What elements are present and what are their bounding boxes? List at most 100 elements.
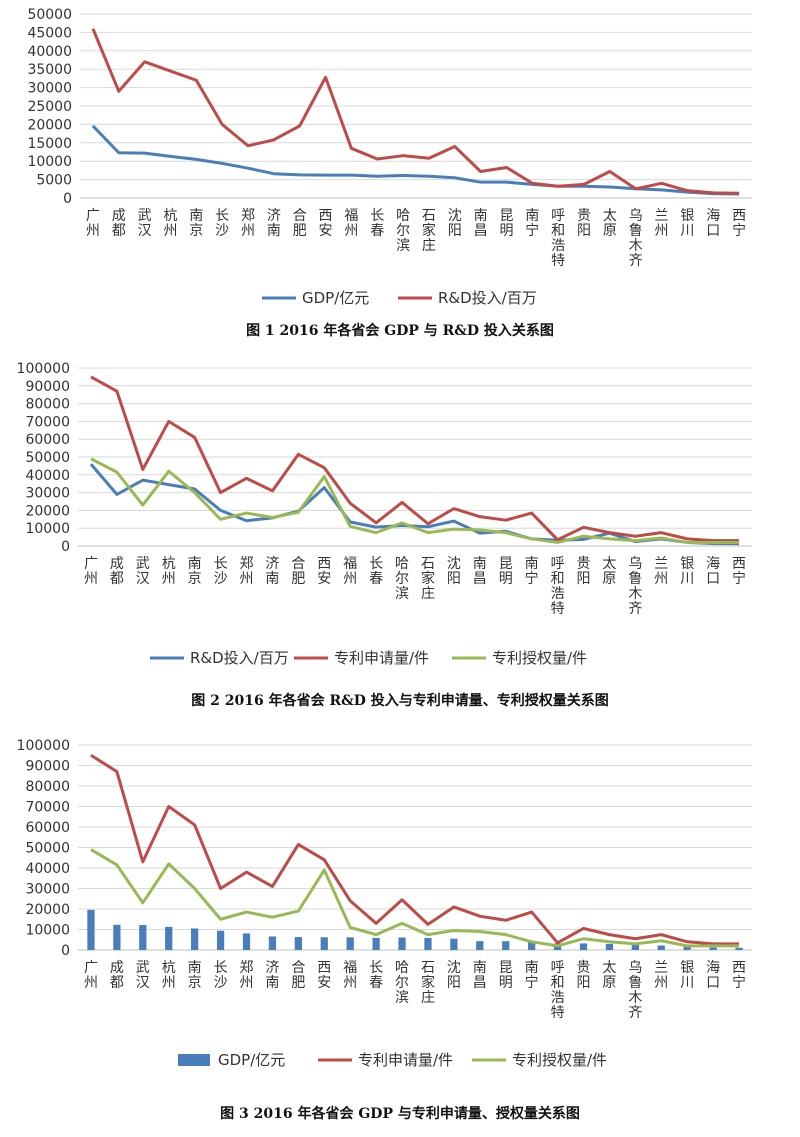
x-tick-label: 呼和浩特 xyxy=(551,556,565,617)
bar-GDP/亿元 xyxy=(139,924,147,950)
bar-GDP/亿元 xyxy=(476,941,484,950)
x-tick-label: 南昌 xyxy=(473,960,487,991)
bar-GDP/亿元 xyxy=(657,945,665,950)
y-tick-label: 10000 xyxy=(27,154,72,170)
bar-GDP/亿元 xyxy=(528,942,536,950)
bar-GDP/亿元 xyxy=(165,926,173,950)
x-tick-label: 南京 xyxy=(189,208,203,239)
bar-GDP/亿元 xyxy=(735,947,743,950)
x-tick-label: 长沙 xyxy=(214,960,228,991)
bar-GDP/亿元 xyxy=(87,909,95,950)
x-tick-label: 乌鲁木齐 xyxy=(628,960,642,1021)
y-tick-label: 30000 xyxy=(25,486,70,502)
y-tick-label: 40000 xyxy=(25,468,70,484)
x-tick-label: 昆明 xyxy=(499,960,513,991)
chart-1: 0 5000 10000 15000 20000 25000 30000 35000 40000… xyxy=(0,0,800,312)
chart-1-svg: 0 5000 10000 15000 20000 25000 30000 35000 40000… xyxy=(27,7,752,307)
x-tick-label: 哈尔滨 xyxy=(395,556,409,602)
x-tick-label: 海口 xyxy=(706,960,720,991)
bar-GDP/亿元 xyxy=(450,938,458,950)
x-tick-label: 兰州 xyxy=(654,556,668,587)
x-tick-label: 成都 xyxy=(110,960,124,991)
y-tick-label: 100000 xyxy=(17,738,70,754)
series-line xyxy=(91,28,740,195)
x-tick-label: 银川 xyxy=(680,960,694,991)
y-tick-label: 80000 xyxy=(25,779,70,795)
bar-GDP/亿元 xyxy=(683,946,691,950)
series-line xyxy=(90,375,740,543)
bar-GDP/亿元 xyxy=(424,937,432,950)
y-tick-label: 20000 xyxy=(27,117,72,133)
series-line xyxy=(90,848,740,948)
x-tick-label: 济南 xyxy=(265,556,279,587)
x-tick-label: 西宁 xyxy=(732,556,746,587)
y-tick-label: 90000 xyxy=(25,759,70,775)
x-tick-label: 呼和浩特 xyxy=(551,208,565,269)
x-tick-label: 福州 xyxy=(343,960,357,991)
bar-GDP/亿元 xyxy=(372,937,380,950)
y-tick-label: 40000 xyxy=(25,861,70,877)
x-tick-label: 广州 xyxy=(84,960,98,991)
bar-GDP/亿元 xyxy=(346,937,354,950)
x-tick-label: 兰州 xyxy=(654,960,668,991)
x-tick-label: 西安 xyxy=(319,208,333,239)
x-tick-label: 武汉 xyxy=(136,960,150,991)
x-tick-label: 广州 xyxy=(86,208,100,239)
y-tick-label: 100000 xyxy=(17,361,70,377)
bar-GDP/亿元 xyxy=(709,947,717,950)
x-tick-label: 兰州 xyxy=(655,208,669,239)
legend-label: GDP/亿元 xyxy=(218,1051,285,1069)
y-tick-label: 20000 xyxy=(25,902,70,918)
y-tick-label: 50000 xyxy=(27,7,72,23)
bar-GDP/亿元 xyxy=(502,941,510,950)
x-tick-label: 济南 xyxy=(267,208,281,239)
x-tick-label: 海口 xyxy=(706,556,720,587)
y-tick-label: 10000 xyxy=(25,923,70,939)
x-tick-label: 银川 xyxy=(680,208,694,239)
x-tick-label: 成都 xyxy=(112,208,126,239)
legend-label: R&D投入/百万 xyxy=(438,289,537,307)
x-tick-label: 呼和浩特 xyxy=(551,960,565,1021)
y-tick-label: 50000 xyxy=(25,841,70,857)
bar-GDP/亿元 xyxy=(216,930,225,950)
y-tick-label: 25000 xyxy=(27,99,72,115)
x-tick-label: 合肥 xyxy=(291,556,305,587)
x-tick-label: 太原 xyxy=(602,556,616,587)
y-tick-label: 45000 xyxy=(27,25,72,41)
x-tick-label: 郑州 xyxy=(240,556,254,587)
y-tick-label: 0 xyxy=(63,191,72,207)
chart-3-caption: 图 3 2016 年各省会 GDP 与专利申请量、授权量关系图 xyxy=(220,1106,580,1122)
bar-GDP/亿元 xyxy=(242,933,251,950)
x-tick-label: 南京 xyxy=(188,556,202,587)
x-tick-label: 成都 xyxy=(110,556,124,587)
bar-GDP/亿元 xyxy=(631,944,639,950)
x-tick-label: 昆明 xyxy=(499,556,513,587)
x-tick-label: 昆明 xyxy=(499,208,513,239)
legend-label: 专利授权量/件 xyxy=(512,1051,607,1069)
x-tick-label: 南昌 xyxy=(474,208,488,239)
x-tick-label: 银川 xyxy=(680,556,694,587)
x-tick-label: 乌鲁木齐 xyxy=(629,208,643,269)
x-tick-label: 哈尔滨 xyxy=(396,208,410,254)
series-line xyxy=(89,463,740,546)
x-tick-label: 太原 xyxy=(603,208,617,239)
x-tick-label: 海口 xyxy=(706,208,720,239)
x-tick-label: 济南 xyxy=(265,960,279,991)
x-tick-label: 南宁 xyxy=(525,556,539,587)
y-tick-label: 30000 xyxy=(25,882,70,898)
x-tick-label: 福州 xyxy=(344,208,358,239)
chart-2-caption: 图 2 2016 年各省会 R&D 投入与专利申请量、专利授权量关系图 xyxy=(191,693,609,709)
y-tick-label: 5000 xyxy=(36,173,72,189)
x-tick-label: 哈尔滨 xyxy=(395,960,409,1006)
chart-1-caption: 图 1 2016 年各省会 GDP 与 R&D 投入关系图 xyxy=(246,323,554,339)
y-tick-label: 90000 xyxy=(25,379,70,395)
x-tick-label: 西宁 xyxy=(732,960,746,991)
y-tick-label: 60000 xyxy=(25,432,70,448)
bar-GDP/亿元 xyxy=(294,937,302,950)
x-tick-label: 长春 xyxy=(369,960,383,991)
y-tick-label: 30000 xyxy=(27,81,72,97)
chart-3-svg: 0 10000 20000 30000 40000 50000 60000 70000 8000… xyxy=(17,738,752,1069)
y-tick-label: 80000 xyxy=(25,397,70,413)
bar-GDP/亿元 xyxy=(605,943,614,950)
x-tick-label: 石家庄 xyxy=(421,960,435,1006)
